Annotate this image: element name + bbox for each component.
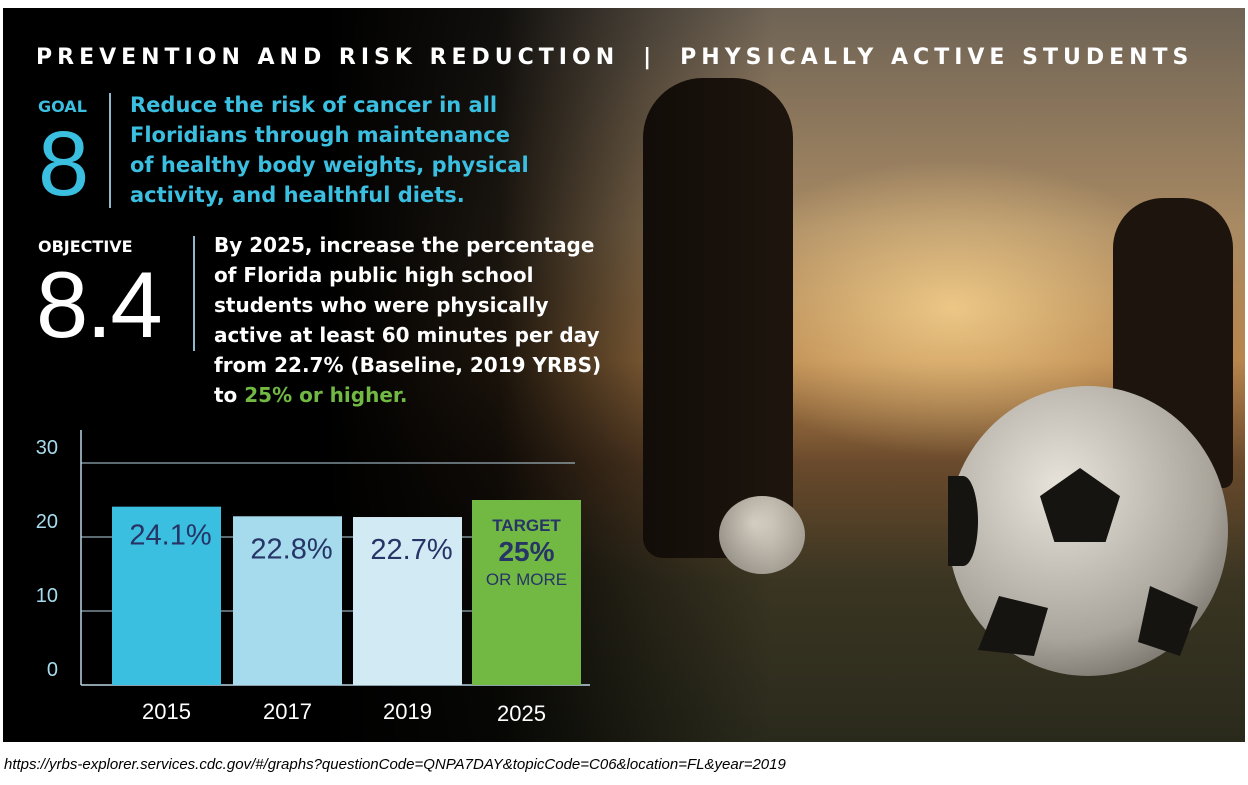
section-title: PREVENTION AND RISK REDUCTION [36, 45, 620, 70]
x-tick-label: 2019 [383, 699, 432, 724]
topic-title: PHYSICALLY ACTIVE STUDENTS [680, 45, 1194, 70]
goal-text: Reduce the risk of cancer in all Floridi… [130, 93, 529, 207]
objective-label: OBJECTIVE [38, 237, 133, 256]
goal-number: 8 [38, 113, 90, 215]
page-header: PREVENTION AND RISK REDUCTION | PHYSICALLY… [36, 45, 1193, 70]
objective-number: 8.4 [36, 252, 163, 357]
y-tick-label: 0 [47, 659, 58, 681]
bar-chart: 0 10 20 30 2015 24.1% 2017 22.8% 2019 22.7% 2025 TA… [36, 430, 590, 726]
goal-label: GOAL [38, 97, 87, 116]
bar-2015 [112, 506, 221, 685]
header-separator: | [643, 45, 657, 70]
y-tick-label: 30 [36, 437, 58, 459]
target-qualifier: OR MORE [486, 570, 567, 589]
objective-divider [193, 236, 195, 351]
objective-text-main: By 2025, increase the percentage of Flor… [214, 233, 602, 407]
soccer-ball [948, 386, 1228, 676]
bar-value-label: 24.1% [129, 520, 211, 552]
x-tick-label: 2017 [263, 699, 312, 724]
chart-labels: 0 10 20 30 2015 24.1% 2017 22.8% 2019 22.7% 2025 TA… [36, 437, 567, 726]
target-value: 25% [498, 536, 554, 567]
bar-2017 [233, 516, 342, 685]
bar-value-label: 22.7% [370, 534, 452, 566]
bar-2019 [353, 517, 462, 685]
y-tick-label: 10 [36, 585, 58, 607]
objective-target-highlight: 25% or higher. [244, 383, 408, 407]
bar-2025 [472, 500, 581, 685]
source-url[interactable]: https://yrbs-explorer.services.cdc.gov/#… [4, 756, 786, 773]
y-tick-label: 20 [36, 511, 58, 533]
target-label: TARGET [492, 516, 561, 535]
chart-bars [112, 500, 581, 685]
objective-text: By 2025, increase the percentage of Flor… [214, 230, 614, 410]
infographic-panel [3, 8, 1245, 742]
x-tick-label: 2025 [497, 701, 546, 726]
x-tick-label: 2015 [142, 699, 191, 724]
bar-value-label: 22.8% [250, 533, 332, 565]
goal-divider [109, 93, 111, 208]
